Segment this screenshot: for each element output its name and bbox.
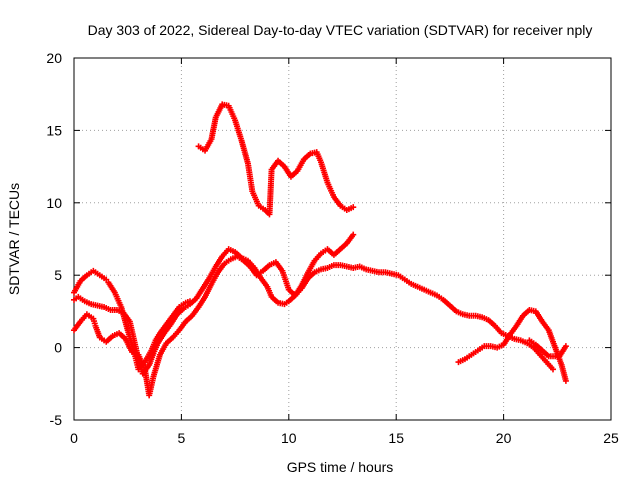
y-tick-label: 15	[46, 122, 62, 138]
x-tick-label: 15	[388, 430, 404, 446]
y-tick-label: 10	[46, 195, 62, 211]
y-tick-label: 0	[54, 340, 62, 356]
series-track-b	[71, 246, 557, 377]
y-tick-label: -5	[50, 412, 63, 428]
x-tick-label: 5	[178, 430, 186, 446]
data-point	[550, 366, 557, 373]
y-axis-title: SDTVAR / TECUs	[6, 183, 22, 295]
data-point	[350, 204, 357, 211]
x-tick-label: 25	[603, 430, 619, 446]
x-tick-label: 20	[496, 430, 512, 446]
x-tick-label: 10	[281, 430, 297, 446]
grid-layer	[74, 58, 611, 420]
x-axis-title: GPS time / hours	[287, 459, 394, 475]
series-track-e	[455, 306, 569, 384]
chart-title: Day 303 of 2022, Sidereal Day-to-day VTE…	[88, 22, 593, 38]
data-point	[350, 231, 357, 238]
series-track-d	[195, 101, 357, 218]
data-point	[562, 343, 569, 350]
plot-frame	[73, 57, 612, 421]
tick-layer: 0 5 10 15 20 25 -5 0 5 10 15 20	[46, 50, 619, 446]
data-point	[562, 377, 569, 384]
y-tick-label: 5	[54, 267, 62, 283]
series-track-c	[71, 231, 357, 399]
series-track-f	[526, 337, 569, 360]
y-tick-label: 20	[46, 50, 62, 66]
points-layer	[71, 101, 569, 399]
x-tick-label: 0	[70, 430, 78, 446]
